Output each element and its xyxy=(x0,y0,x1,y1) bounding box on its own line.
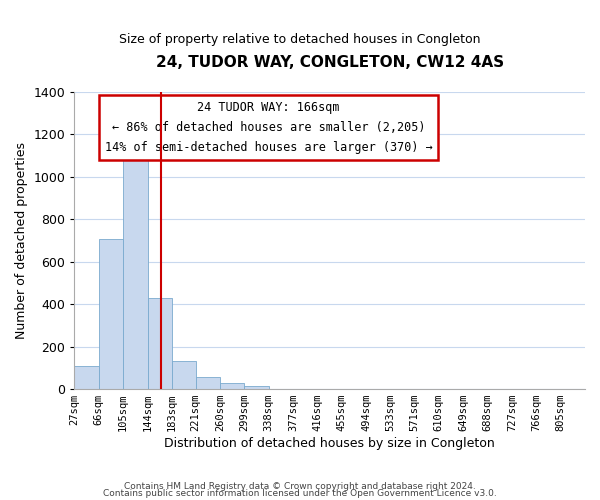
Bar xyxy=(99,240,123,389)
Text: 24 TUDOR WAY: 166sqm
← 86% of detached houses are smaller (2,205)
14% of semi-de: 24 TUDOR WAY: 166sqm ← 86% of detached h… xyxy=(104,101,433,154)
Text: Contains HM Land Registry data © Crown copyright and database right 2024.: Contains HM Land Registry data © Crown c… xyxy=(124,482,476,491)
Text: Contains public sector information licensed under the Open Government Licence v3: Contains public sector information licen… xyxy=(103,490,497,498)
Bar xyxy=(196,378,220,389)
Bar xyxy=(123,152,148,389)
Text: Size of property relative to detached houses in Congleton: Size of property relative to detached ho… xyxy=(119,32,481,46)
Bar xyxy=(244,386,269,389)
Bar xyxy=(74,366,99,389)
Bar xyxy=(220,382,244,389)
Y-axis label: Number of detached properties: Number of detached properties xyxy=(15,142,28,339)
Bar xyxy=(172,362,196,389)
X-axis label: Distribution of detached houses by size in Congleton: Distribution of detached houses by size … xyxy=(164,437,495,450)
Bar xyxy=(148,298,172,389)
Title: 24, TUDOR WAY, CONGLETON, CW12 4AS: 24, TUDOR WAY, CONGLETON, CW12 4AS xyxy=(155,55,504,70)
